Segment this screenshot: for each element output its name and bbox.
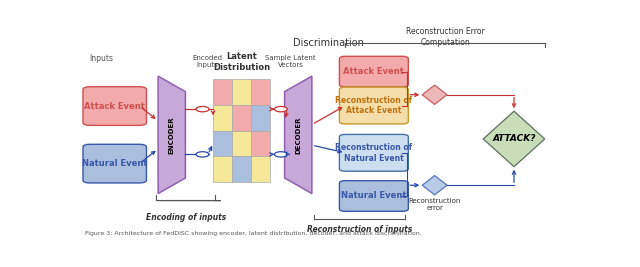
Bar — [213, 156, 232, 182]
Polygon shape — [285, 76, 312, 194]
Bar — [251, 131, 270, 156]
Circle shape — [275, 152, 287, 157]
Bar — [232, 105, 251, 131]
Polygon shape — [158, 76, 186, 194]
Bar — [213, 131, 232, 156]
Text: Encoding of inputs: Encoding of inputs — [147, 213, 227, 222]
Polygon shape — [422, 85, 447, 104]
Text: ENCODER: ENCODER — [169, 116, 175, 154]
Text: Reconstruction of
Natural Event: Reconstruction of Natural Event — [335, 143, 412, 163]
FancyBboxPatch shape — [339, 181, 408, 211]
Text: ATTACK?: ATTACK? — [492, 135, 536, 143]
Text: Reconstruction Error
Computation: Reconstruction Error Computation — [406, 28, 484, 47]
Text: Attack Event: Attack Event — [84, 101, 145, 111]
Text: Attack Event: Attack Event — [344, 67, 404, 76]
FancyBboxPatch shape — [339, 134, 408, 171]
Bar — [232, 131, 251, 156]
Text: Reconstruction of inputs: Reconstruction of inputs — [307, 225, 412, 234]
Polygon shape — [483, 111, 545, 167]
Circle shape — [196, 107, 209, 112]
Text: Reconstruction
error: Reconstruction error — [408, 198, 461, 211]
Circle shape — [196, 152, 209, 157]
Bar — [232, 79, 251, 105]
Text: Inputs: Inputs — [89, 54, 113, 63]
Text: Latent
Distribution: Latent Distribution — [213, 52, 270, 72]
Text: DECODER: DECODER — [295, 116, 301, 154]
Text: Encoded
Inputs: Encoded Inputs — [193, 55, 223, 68]
Bar — [251, 105, 270, 131]
Text: Reconstruction of
Attack Event: Reconstruction of Attack Event — [335, 96, 412, 115]
Bar — [251, 156, 270, 182]
FancyBboxPatch shape — [339, 56, 408, 87]
Bar — [213, 105, 232, 131]
Polygon shape — [422, 175, 447, 195]
Circle shape — [275, 107, 287, 112]
Bar — [251, 79, 270, 105]
FancyBboxPatch shape — [339, 87, 408, 124]
Text: Discrimination: Discrimination — [292, 38, 364, 48]
Text: Natural Event: Natural Event — [341, 191, 406, 201]
Text: Figure 3: Architecture of FedDiSC showing encoder, latent distribution, decoder,: Figure 3: Architecture of FedDiSC showin… — [85, 231, 422, 235]
FancyBboxPatch shape — [83, 87, 147, 125]
Text: Natural Event: Natural Event — [82, 159, 147, 168]
FancyBboxPatch shape — [83, 144, 147, 183]
Bar — [213, 79, 232, 105]
Bar — [232, 156, 251, 182]
Text: Sample Latent
Vectors: Sample Latent Vectors — [266, 55, 316, 68]
